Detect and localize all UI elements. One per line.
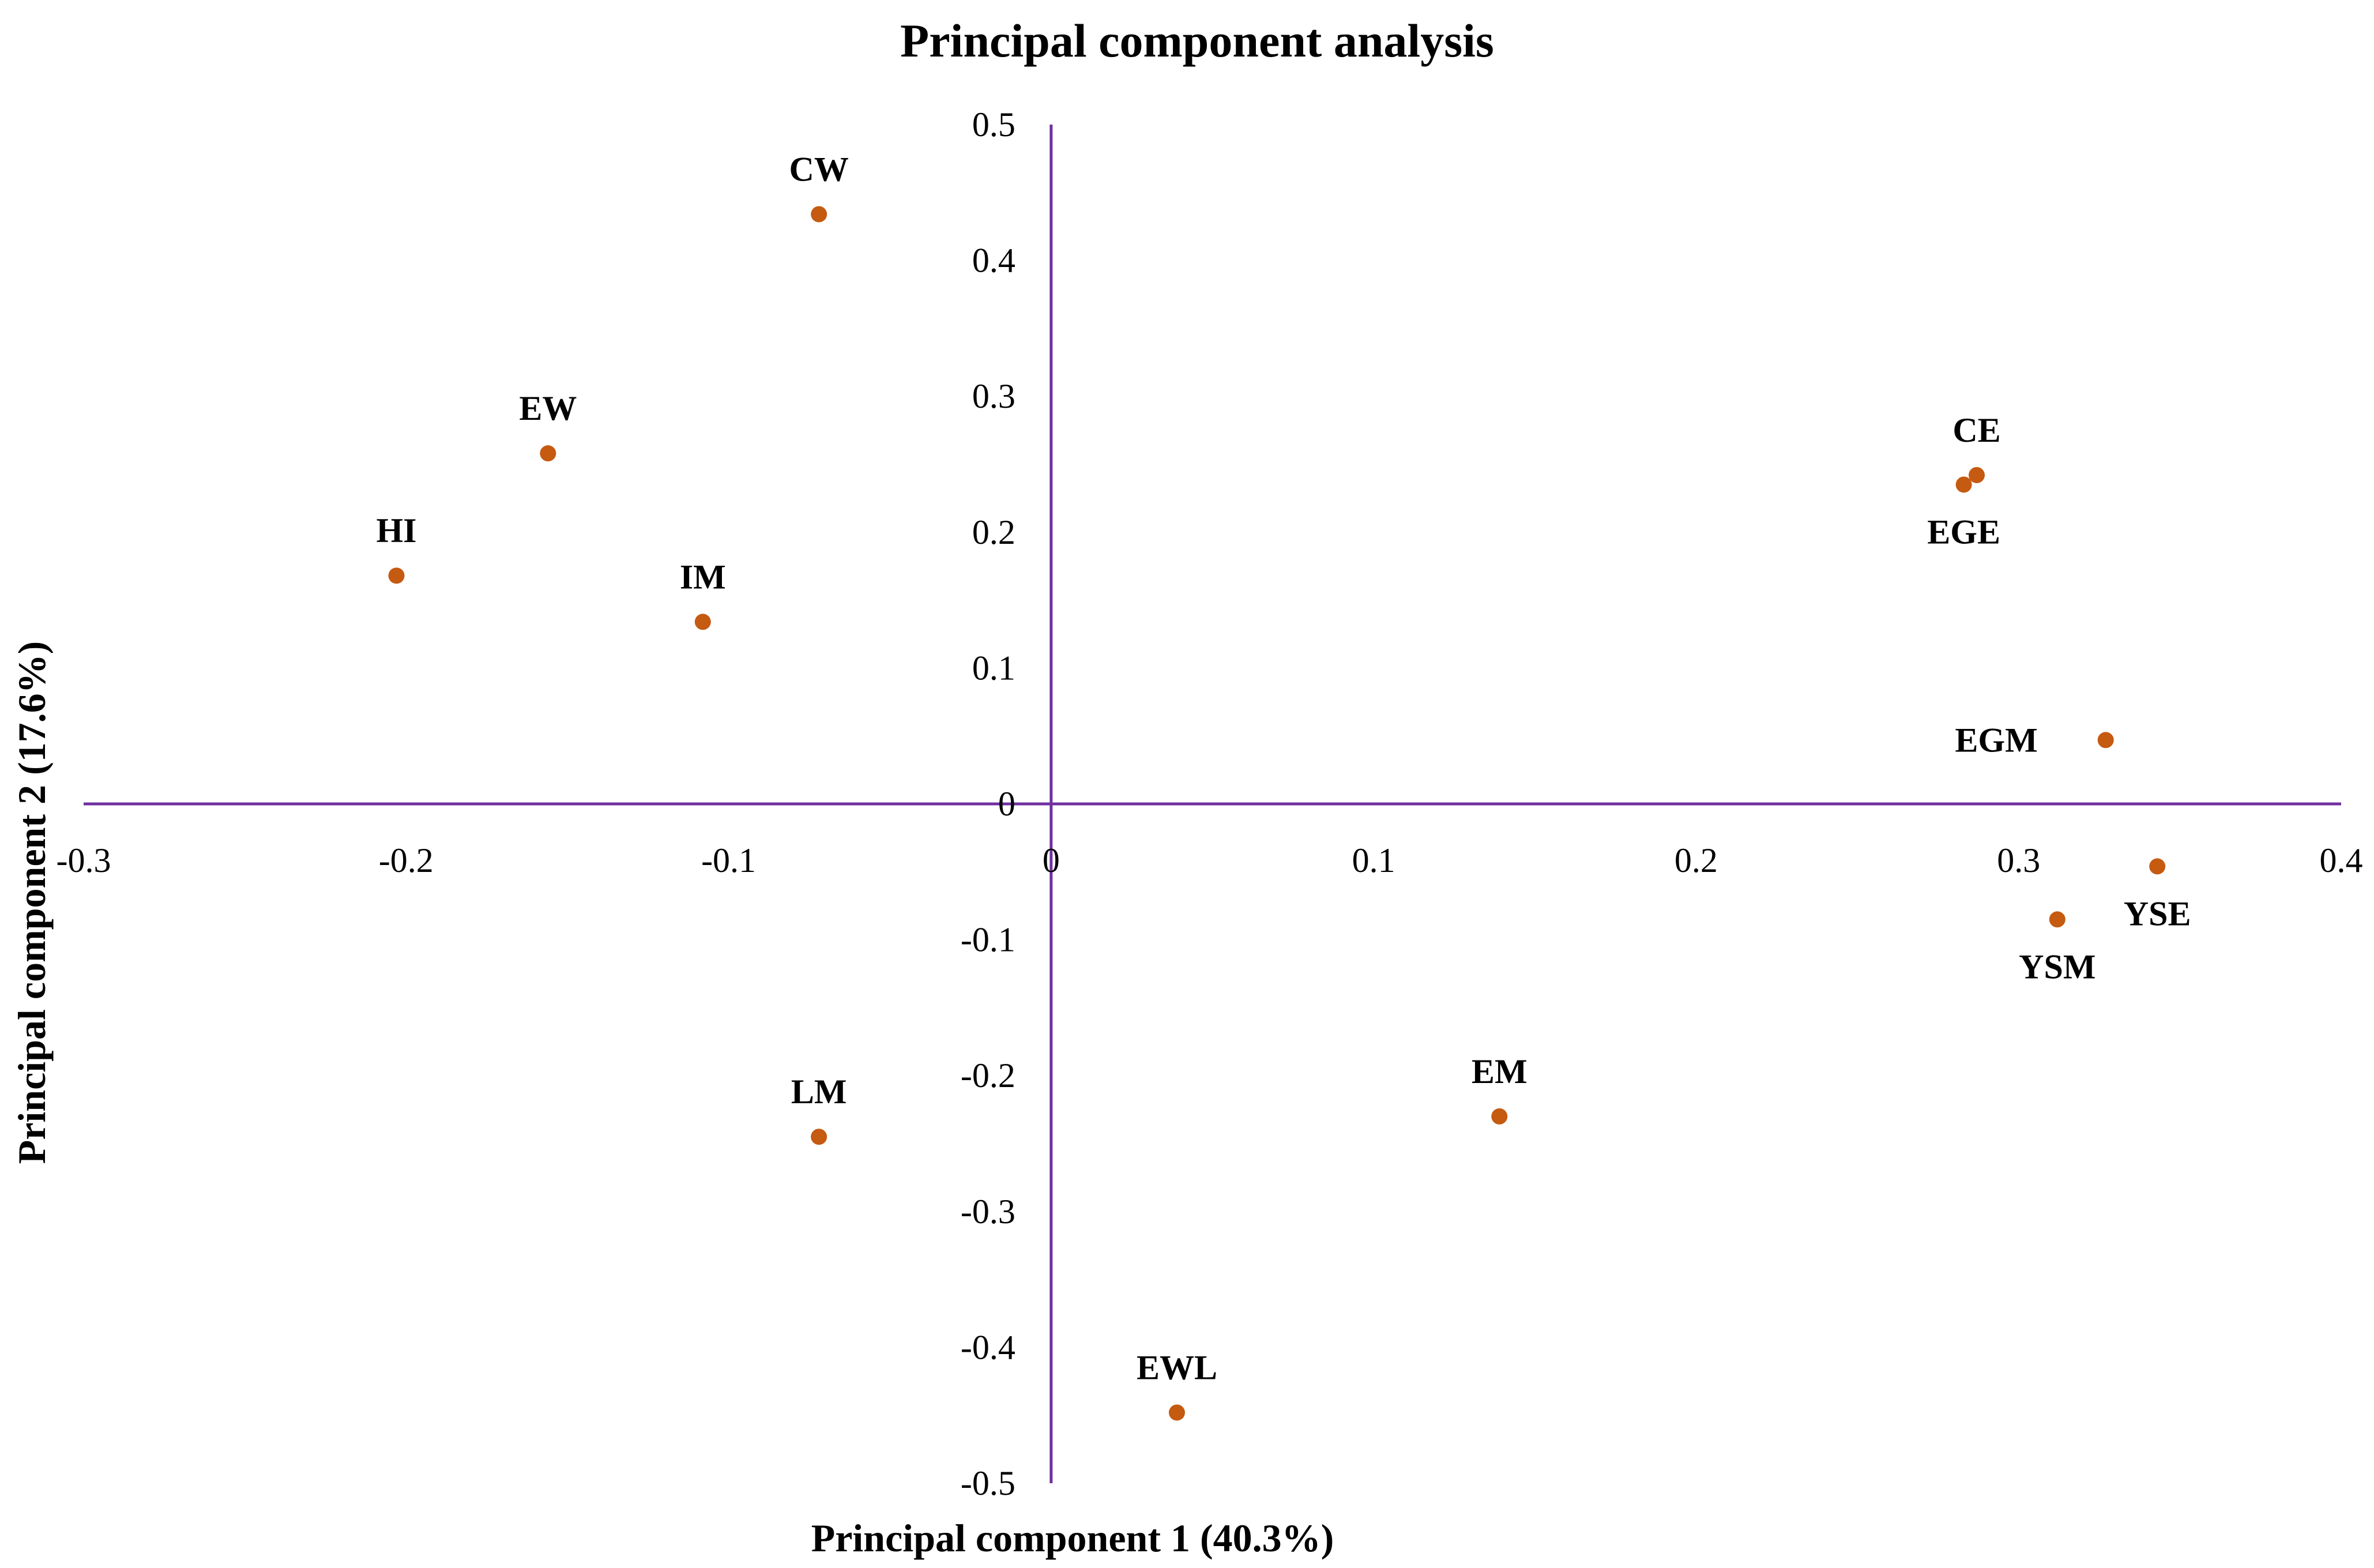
x-tick-label: 0.1 bbox=[1352, 841, 1395, 879]
y-tick-label: 0.3 bbox=[972, 377, 1015, 415]
data-point-label: EM bbox=[1472, 1052, 1528, 1091]
data-point-im bbox=[694, 614, 711, 630]
x-tick-labels: -0.3 -0.2 -0.1 0 0.1 0.2 0.3 0.4 bbox=[57, 841, 2363, 879]
data-point-label: YSM bbox=[2019, 947, 2095, 986]
x-tick-label: 0.2 bbox=[1675, 841, 1718, 879]
data-point-labels: CW EW HI IM CE EGE EGM YSE YSM LM EM EWL bbox=[376, 150, 2191, 1386]
y-tick-label: 0.1 bbox=[972, 649, 1015, 687]
data-point-ce bbox=[1969, 467, 1985, 483]
data-point-label: CE bbox=[1952, 411, 2000, 449]
y-tick-label: -0.1 bbox=[961, 921, 1015, 959]
y-axis-title: Principal component 2 (17.6%) bbox=[10, 641, 54, 1164]
data-point-label: EGE bbox=[1927, 513, 2000, 551]
data-point-ysm bbox=[2049, 911, 2066, 928]
x-tick-label: 0.3 bbox=[1997, 841, 2040, 879]
y-tick-label: -0.5 bbox=[961, 1464, 1015, 1502]
data-point-label: HI bbox=[376, 512, 416, 550]
data-point-hi bbox=[388, 567, 405, 584]
data-point-label: EGM bbox=[1955, 721, 2037, 759]
data-point-ege bbox=[1955, 476, 1972, 493]
data-points bbox=[388, 206, 2166, 1421]
y-tick-labels: 0.5 0.4 0.3 0.2 0.1 0 -0.1 -0.2 -0.3 -0.4 -0.5 bbox=[961, 106, 1015, 1502]
x-tick-label: -0.1 bbox=[701, 841, 756, 879]
x-tick-label: -0.2 bbox=[379, 841, 434, 879]
chart-title: Principal component analysis bbox=[900, 14, 1494, 67]
data-point-em bbox=[1491, 1108, 1508, 1125]
x-tick-label: 0.4 bbox=[2320, 841, 2363, 879]
y-tick-label: 0 bbox=[998, 785, 1015, 823]
y-tick-label: -0.4 bbox=[961, 1328, 1015, 1366]
data-point-label: EW bbox=[519, 389, 577, 427]
data-point-lm bbox=[811, 1129, 827, 1145]
y-tick-label: -0.2 bbox=[961, 1056, 1015, 1095]
data-point-label: EWL bbox=[1137, 1348, 1217, 1386]
data-point-label: YSE bbox=[2124, 894, 2191, 932]
y-tick-label: -0.3 bbox=[961, 1193, 1015, 1231]
y-tick-label: 0.4 bbox=[972, 242, 1015, 280]
data-point-ewl bbox=[1168, 1404, 1185, 1421]
data-point-ew bbox=[540, 445, 556, 462]
x-tick-label: 0 bbox=[1043, 841, 1060, 879]
y-tick-label: 0.5 bbox=[972, 106, 1015, 144]
data-point-egm bbox=[2097, 732, 2114, 749]
data-point-yse bbox=[2149, 858, 2166, 875]
x-tick-label: -0.3 bbox=[57, 841, 111, 879]
data-point-label: IM bbox=[680, 558, 726, 596]
data-point-label: LM bbox=[791, 1073, 847, 1111]
y-tick-label: 0.2 bbox=[972, 513, 1015, 551]
data-point-label: CW bbox=[789, 150, 848, 188]
x-axis-title: Principal component 1 (40.3%) bbox=[811, 1516, 1334, 1560]
data-point-cw bbox=[811, 206, 827, 223]
